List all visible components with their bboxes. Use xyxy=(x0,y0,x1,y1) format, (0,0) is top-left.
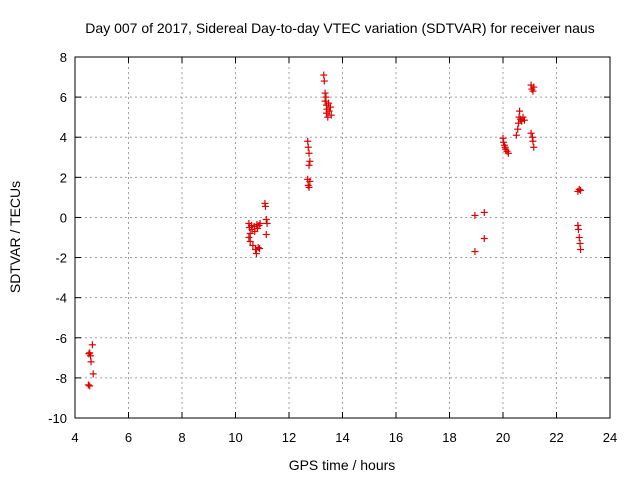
data-point xyxy=(520,116,528,124)
y-tick-label: 6 xyxy=(60,90,67,105)
y-axis-label: SDTVAR / TECUs xyxy=(7,181,23,293)
data-point xyxy=(86,382,94,390)
data-point xyxy=(87,358,95,366)
data-point xyxy=(325,99,333,107)
data-point xyxy=(262,230,270,238)
data-point xyxy=(514,125,522,133)
data-point xyxy=(87,352,95,360)
data-point xyxy=(84,381,92,389)
y-tick-label: -6 xyxy=(55,331,67,346)
y-tick-label: -8 xyxy=(55,371,67,386)
data-point xyxy=(89,370,97,378)
data-point xyxy=(576,240,584,248)
y-tick-label: 4 xyxy=(60,130,67,145)
data-point xyxy=(304,137,312,145)
data-point xyxy=(305,183,313,191)
x-tick-label: 22 xyxy=(549,430,563,445)
data-point xyxy=(304,143,312,151)
x-tick-label: 16 xyxy=(389,430,403,445)
data-point xyxy=(527,129,535,137)
y-tick-label: 0 xyxy=(60,210,67,225)
data-point xyxy=(305,149,313,157)
y-tick-label: -10 xyxy=(48,411,67,426)
data-point xyxy=(262,215,270,223)
x-tick-label: 20 xyxy=(496,430,510,445)
data-point xyxy=(320,77,328,85)
data-points xyxy=(84,71,585,390)
data-point xyxy=(256,245,264,253)
grid xyxy=(75,57,610,418)
y-tick-label: -4 xyxy=(55,291,67,306)
data-point xyxy=(500,138,508,146)
x-axis-label: GPS time / hours xyxy=(289,457,396,473)
x-tick-label: 24 xyxy=(603,430,617,445)
data-point xyxy=(249,242,257,250)
data-point xyxy=(305,161,313,169)
data-point xyxy=(480,208,488,216)
chart-title: Day 007 of 2017, Sidereal Day-to-day VTE… xyxy=(85,20,594,36)
data-point xyxy=(245,234,253,241)
data-point xyxy=(246,238,254,246)
x-tick-label: 14 xyxy=(335,430,349,445)
data-point xyxy=(516,107,524,115)
x-tick-label: 8 xyxy=(178,430,185,445)
data-point xyxy=(326,103,334,111)
plot-frame xyxy=(74,56,611,419)
data-point xyxy=(320,71,328,79)
data-point xyxy=(261,202,269,210)
data-point xyxy=(252,250,260,258)
x-tick-label: 6 xyxy=(125,430,132,445)
data-point xyxy=(256,219,264,227)
data-point xyxy=(575,185,583,193)
data-point xyxy=(529,137,537,145)
data-point xyxy=(254,244,262,252)
data-point xyxy=(88,341,96,349)
data-point xyxy=(86,349,94,357)
data-point xyxy=(529,87,537,95)
data-point xyxy=(530,83,538,91)
data-point xyxy=(263,219,271,227)
y-tick-label: 2 xyxy=(60,170,67,185)
data-point xyxy=(504,149,512,157)
data-point xyxy=(327,111,335,119)
data-point xyxy=(471,211,479,219)
data-point xyxy=(325,107,333,115)
data-point xyxy=(577,186,585,194)
data-point xyxy=(321,89,329,97)
data-point xyxy=(512,131,520,139)
x-tick-label: 18 xyxy=(442,430,456,445)
data-point xyxy=(575,234,583,241)
data-point xyxy=(577,246,585,254)
data-point xyxy=(480,235,488,243)
data-point xyxy=(246,229,254,237)
data-point xyxy=(253,224,261,232)
y-tick-label: 8 xyxy=(60,50,67,65)
data-point xyxy=(322,93,330,101)
x-tick-label: 4 xyxy=(71,430,78,445)
y-tick-label: -2 xyxy=(55,251,67,266)
data-point xyxy=(530,143,538,151)
data-point xyxy=(574,225,582,233)
data-point xyxy=(471,248,479,256)
x-tick-label: 10 xyxy=(228,430,242,445)
data-point xyxy=(306,177,314,185)
x-tick-label: 12 xyxy=(282,430,296,445)
data-point xyxy=(519,113,527,121)
data-point xyxy=(306,157,314,165)
